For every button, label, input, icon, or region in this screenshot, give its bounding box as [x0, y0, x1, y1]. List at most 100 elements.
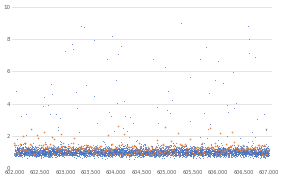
Point — [237, 149, 241, 152]
Point — [179, 151, 184, 154]
Point — [249, 149, 254, 151]
Point — [18, 153, 23, 156]
Point — [116, 150, 121, 153]
Point — [64, 150, 68, 153]
Point — [54, 146, 59, 149]
Point — [57, 148, 61, 151]
Point — [104, 153, 108, 156]
Point — [198, 153, 202, 156]
Point — [244, 145, 248, 148]
Point — [160, 153, 164, 156]
Point — [17, 152, 22, 155]
Point — [196, 152, 201, 155]
Point — [140, 154, 145, 157]
Point — [113, 153, 117, 155]
Point — [170, 148, 174, 151]
Point — [206, 148, 211, 151]
Point — [156, 151, 160, 154]
Point — [145, 152, 149, 155]
Point — [125, 145, 129, 148]
Point — [249, 143, 254, 146]
Point — [144, 153, 149, 156]
Point — [72, 153, 76, 156]
Point — [222, 148, 227, 151]
Point — [56, 153, 60, 156]
Point — [129, 150, 133, 153]
Point — [41, 152, 46, 155]
Point — [150, 151, 155, 153]
Point — [67, 147, 72, 150]
Point — [260, 150, 265, 153]
Point — [126, 149, 130, 152]
Point — [250, 148, 255, 151]
Point — [241, 153, 245, 155]
Point — [219, 146, 224, 149]
Point — [44, 150, 48, 153]
Point — [183, 145, 188, 148]
Point — [151, 58, 156, 61]
Point — [164, 153, 169, 156]
Point — [174, 153, 179, 156]
Point — [264, 155, 269, 157]
Point — [188, 153, 192, 156]
Point — [93, 151, 98, 154]
Point — [108, 149, 112, 152]
Point — [25, 150, 30, 153]
Point — [59, 148, 64, 151]
Point — [96, 154, 100, 157]
Point — [47, 151, 52, 153]
Point — [170, 152, 174, 155]
Point — [159, 148, 164, 151]
Point — [219, 147, 224, 150]
Point — [46, 147, 50, 150]
Point — [27, 152, 31, 155]
Point — [99, 149, 104, 152]
Point — [183, 154, 188, 157]
Point — [216, 151, 221, 154]
Point — [14, 149, 18, 152]
Point — [236, 150, 241, 153]
Point — [250, 149, 254, 151]
Point — [141, 144, 145, 147]
Point — [234, 147, 239, 150]
Point — [147, 149, 152, 151]
Point — [244, 148, 248, 151]
Point — [66, 151, 70, 154]
Point — [161, 151, 166, 154]
Point — [57, 151, 62, 154]
Point — [136, 148, 140, 151]
Point — [28, 148, 33, 150]
Point — [226, 148, 230, 151]
Point — [256, 144, 261, 146]
Point — [171, 149, 176, 151]
Point — [254, 151, 258, 154]
Point — [76, 147, 81, 150]
Point — [133, 154, 138, 157]
Point — [205, 151, 210, 154]
Point — [184, 153, 188, 156]
Point — [169, 149, 173, 152]
Point — [248, 155, 253, 158]
Point — [42, 152, 46, 155]
Point — [130, 147, 134, 150]
Point — [169, 151, 174, 153]
Point — [108, 152, 113, 155]
Point — [119, 147, 123, 150]
Point — [171, 142, 175, 145]
Point — [34, 146, 38, 149]
Point — [151, 150, 155, 153]
Point — [152, 148, 157, 151]
Point — [70, 151, 74, 154]
Point — [135, 147, 140, 150]
Point — [186, 149, 190, 152]
Point — [142, 153, 146, 155]
Point — [112, 150, 117, 153]
Point — [119, 151, 123, 154]
Point — [89, 151, 93, 154]
Point — [100, 152, 105, 155]
Point — [234, 148, 239, 151]
Point — [106, 150, 111, 153]
Point — [163, 153, 168, 156]
Point — [24, 150, 29, 152]
Point — [166, 151, 170, 154]
